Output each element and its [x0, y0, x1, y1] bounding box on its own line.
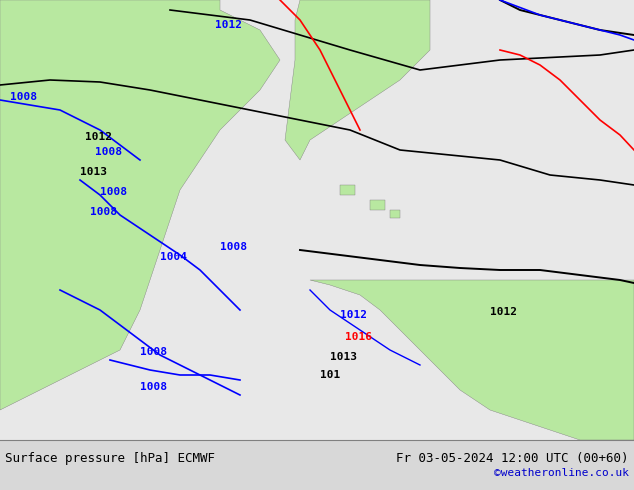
- Polygon shape: [0, 0, 280, 410]
- Text: 1012: 1012: [340, 310, 367, 320]
- Polygon shape: [285, 0, 430, 160]
- Text: 1013: 1013: [80, 167, 107, 177]
- Text: 1008: 1008: [220, 242, 247, 252]
- Text: 1016: 1016: [345, 332, 372, 342]
- Text: ©weatheronline.co.uk: ©weatheronline.co.uk: [494, 468, 629, 478]
- Text: 1008: 1008: [140, 382, 167, 392]
- Polygon shape: [390, 210, 400, 218]
- Text: 1012: 1012: [215, 20, 242, 30]
- Text: 1008: 1008: [10, 92, 37, 102]
- Text: 1008: 1008: [140, 347, 167, 357]
- Polygon shape: [340, 185, 355, 195]
- Text: 1008: 1008: [95, 147, 122, 157]
- Bar: [0, 440, 634, 490]
- Text: 1012: 1012: [85, 132, 112, 142]
- Text: Fr 03-05-2024 12:00 UTC (00+60): Fr 03-05-2024 12:00 UTC (00+60): [396, 452, 629, 465]
- Text: 101: 101: [320, 370, 340, 380]
- Text: 1012: 1012: [490, 307, 517, 317]
- Text: Surface pressure [hPa] ECMWF: Surface pressure [hPa] ECMWF: [5, 452, 215, 465]
- Text: 1008: 1008: [90, 207, 117, 217]
- Polygon shape: [370, 200, 385, 210]
- Polygon shape: [310, 280, 634, 440]
- Text: 1008: 1008: [100, 187, 127, 197]
- Text: 1013: 1013: [330, 352, 357, 362]
- Text: 1004: 1004: [160, 252, 187, 262]
